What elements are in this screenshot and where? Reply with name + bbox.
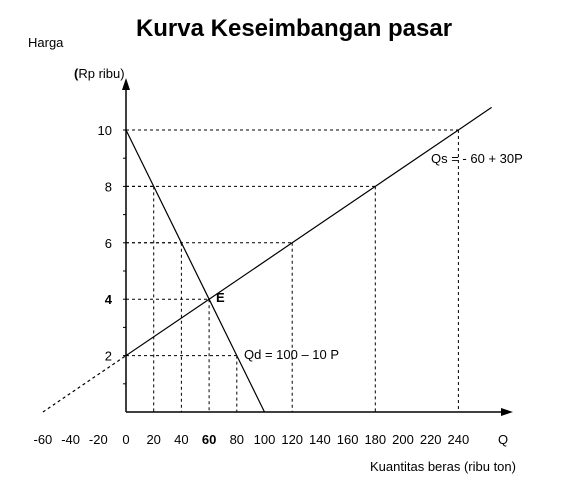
x-tick-label: 80 (230, 432, 244, 447)
demand-equation-label: Qd = 100 – 10 P (244, 347, 339, 362)
y-axis-arrow (122, 78, 130, 90)
x-tick-label: -60 (34, 432, 53, 447)
y-tick-label: 2 (105, 349, 112, 364)
y-tick-label: 8 (105, 179, 112, 194)
x-tick-label: 140 (309, 432, 331, 447)
demand-line (125, 129, 266, 413)
y-tick-label: 6 (105, 236, 112, 251)
x-tick-label: 0 (122, 432, 129, 447)
x-axis-label: Kuantitas beras (ribu ton) (370, 459, 516, 474)
supply-line (125, 106, 492, 357)
supply-equation-label: Qs = - 60 + 30P (431, 151, 523, 166)
guide-lines (126, 129, 459, 412)
equilibrium-label: E (216, 290, 225, 305)
supply-extension-line (42, 355, 127, 413)
x-tick-label: -20 (89, 432, 108, 447)
y-axis-label: Harga (28, 35, 64, 50)
x-tick-label: 220 (420, 432, 442, 447)
x-axis-arrow (501, 408, 513, 416)
chart-title: Kurva Keseimbangan pasar (136, 15, 452, 42)
y-axis-unit-text: Rp ribu) (78, 66, 124, 81)
x-tick-label: 160 (337, 432, 359, 447)
x-tick-label: 200 (392, 432, 414, 447)
x-tick-label: 20 (146, 432, 160, 447)
x-tick-label: 180 (364, 432, 386, 447)
x-tick-label: 120 (281, 432, 303, 447)
x-tick-label: -40 (61, 432, 80, 447)
y-axis-unit-paren: ( (74, 66, 79, 81)
axes (122, 78, 513, 416)
x-tick-label: 40 (174, 432, 188, 447)
tick-labels: -60 -40 -20 0 20 40 60 80 100 120 140 160 180 200 220 2… (34, 123, 470, 447)
y-tick-label: 10 (98, 123, 112, 138)
y-tick-label: 4 (105, 292, 113, 307)
x-tick-label: 240 (448, 432, 470, 447)
x-tick-label: 100 (254, 432, 276, 447)
series-lines (42, 106, 492, 413)
x-tick-label: 60 (202, 432, 216, 447)
y-axis-unit: (Rp ribu) (74, 66, 125, 81)
x-axis-end-label: Q (498, 432, 508, 447)
